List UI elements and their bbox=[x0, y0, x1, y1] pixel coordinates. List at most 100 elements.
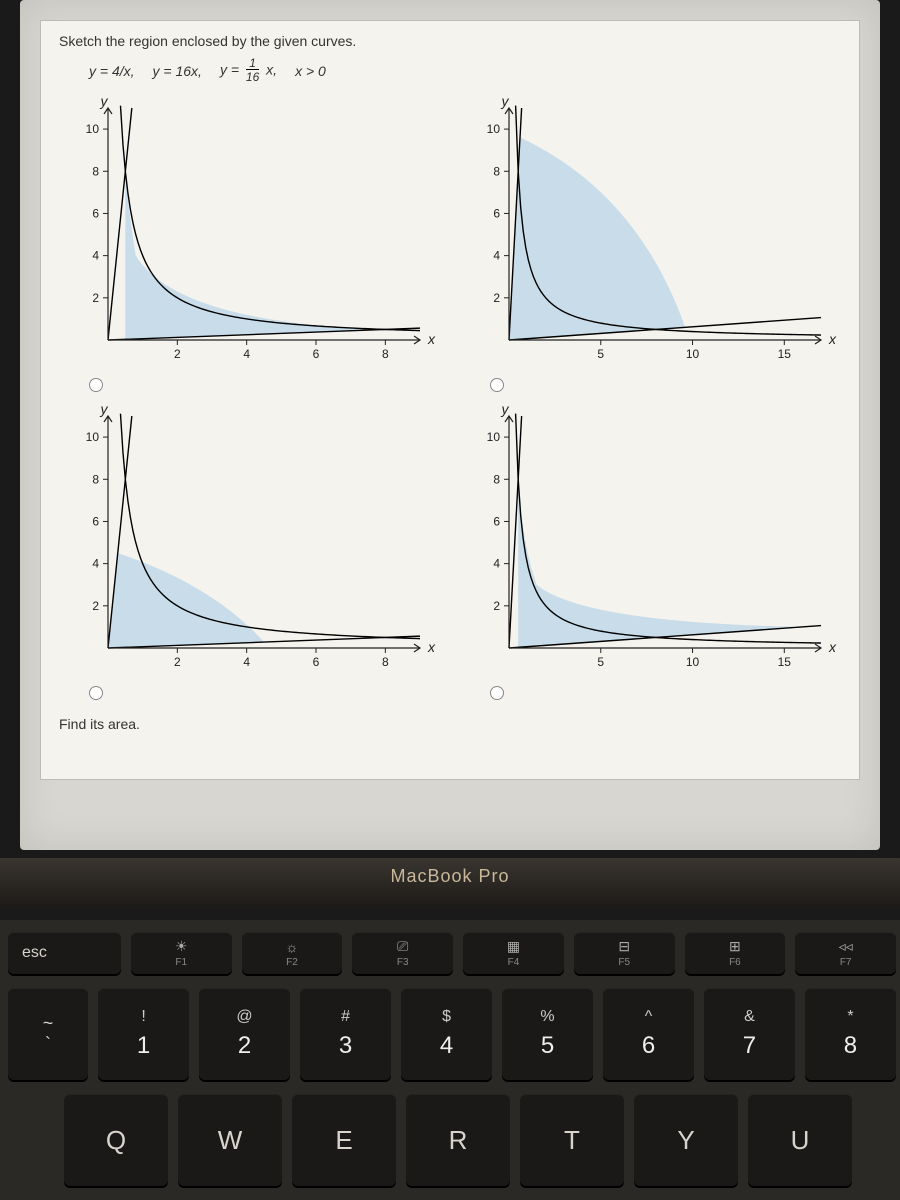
svg-text:x: x bbox=[828, 331, 837, 347]
svg-text:y: y bbox=[500, 94, 509, 109]
chart-option-B[interactable]: 5 10 15 2 4 6 8 10 x y bbox=[460, 94, 841, 392]
problem-prompt: Sketch the region enclosed by the given … bbox=[59, 33, 841, 49]
svg-text:4: 4 bbox=[92, 557, 99, 571]
svg-text:8: 8 bbox=[493, 473, 500, 487]
svg-text:x: x bbox=[427, 331, 436, 347]
eq-2: y = 16x, bbox=[153, 63, 202, 79]
svg-text:2: 2 bbox=[493, 291, 500, 305]
svg-text:4: 4 bbox=[243, 347, 250, 361]
eq-3: y = 1 16 x, bbox=[220, 57, 277, 84]
chart-option-C[interactable]: 2 4 6 8 2 4 6 8 10 x y bbox=[59, 402, 440, 700]
chart-A[interactable]: 2468246810xy bbox=[60, 94, 440, 374]
chart-B[interactable]: 5 10 15 2 4 6 8 10 x y bbox=[461, 94, 841, 374]
key-6[interactable]: ^6 bbox=[603, 988, 694, 1080]
key-8[interactable]: *8 bbox=[805, 988, 896, 1080]
equations: y = 4/x, y = 16x, y = 1 16 x, x > 0 bbox=[89, 57, 841, 84]
fkey-icon: ▦ bbox=[507, 938, 520, 955]
key-3[interactable]: #3 bbox=[300, 988, 391, 1080]
screen-content: Sketch the region enclosed by the given … bbox=[20, 0, 880, 850]
charts-grid: 2 4 6 8 2 4 6 8 10 x y 5 10 15 2 4 6 8 10 x y 2 4 6 8 2 4 6 8 10 x y 5 10… bbox=[59, 94, 841, 700]
svg-text:8: 8 bbox=[92, 473, 99, 487]
fkey-icon: ☼ bbox=[286, 939, 299, 955]
key-f5[interactable]: ⊟F5 bbox=[574, 932, 675, 974]
chart-C[interactable]: 2 4 6 8 2 4 6 8 10 x y bbox=[60, 402, 440, 682]
eq-1: y = 4/x, bbox=[89, 63, 135, 79]
svg-text:y: y bbox=[99, 402, 108, 417]
radio-B[interactable] bbox=[490, 378, 504, 392]
fkey-icon: ☀ bbox=[175, 938, 188, 955]
svg-text:y: y bbox=[500, 402, 509, 417]
svg-text:2: 2 bbox=[173, 347, 180, 361]
svg-text:4: 4 bbox=[493, 249, 500, 263]
svg-text:6: 6 bbox=[92, 515, 99, 529]
svg-text:10: 10 bbox=[486, 122, 500, 136]
key-y[interactable]: Y bbox=[634, 1094, 738, 1186]
fkey-icon: ⎚ bbox=[397, 938, 408, 955]
key-2[interactable]: @2 bbox=[199, 988, 290, 1080]
chart-option-A[interactable]: 2468246810xy bbox=[59, 94, 440, 392]
svg-text:4: 4 bbox=[92, 249, 99, 263]
key-f4[interactable]: ▦F4 bbox=[463, 932, 564, 974]
svg-text:2: 2 bbox=[92, 291, 99, 305]
key-5[interactable]: %5 bbox=[502, 988, 593, 1080]
radio-A[interactable] bbox=[89, 378, 103, 392]
svg-text:6: 6 bbox=[92, 207, 99, 221]
find-area-text: Find its area. bbox=[59, 716, 841, 732]
key-f7[interactable]: ◃◃F7 bbox=[795, 932, 896, 974]
svg-text:2: 2 bbox=[173, 655, 180, 669]
eq-4: x > 0 bbox=[295, 63, 326, 79]
fkey-icon: ⊞ bbox=[729, 938, 741, 955]
svg-text:x: x bbox=[828, 639, 837, 655]
svg-text:6: 6 bbox=[493, 207, 500, 221]
letter-key-row: QWERTYU bbox=[4, 1094, 896, 1186]
svg-text:y: y bbox=[99, 94, 108, 109]
radio-C[interactable] bbox=[89, 686, 103, 700]
svg-text:15: 15 bbox=[777, 347, 791, 361]
radio-D[interactable] bbox=[490, 686, 504, 700]
key-r[interactable]: R bbox=[406, 1094, 510, 1186]
svg-text:6: 6 bbox=[493, 515, 500, 529]
svg-text:10: 10 bbox=[486, 430, 500, 444]
function-key-row: esc ☀F1☼F2⎚F3▦F4⊟F5⊞F6◃◃F7 bbox=[4, 932, 896, 974]
svg-text:10: 10 bbox=[85, 122, 99, 136]
chart-D[interactable]: 5 10 15 2 4 6 8 10 x y bbox=[461, 402, 841, 682]
svg-text:4: 4 bbox=[243, 655, 250, 669]
laptop-brand: MacBook Pro bbox=[0, 858, 900, 909]
fraction: 1 16 bbox=[243, 57, 262, 84]
svg-text:8: 8 bbox=[493, 165, 500, 179]
key-f6[interactable]: ⊞F6 bbox=[685, 932, 786, 974]
svg-text:15: 15 bbox=[777, 655, 791, 669]
problem-box: Sketch the region enclosed by the given … bbox=[40, 20, 860, 780]
key-4[interactable]: $4 bbox=[401, 988, 492, 1080]
svg-text:8: 8 bbox=[381, 655, 388, 669]
svg-text:6: 6 bbox=[312, 347, 319, 361]
key-f3[interactable]: ⎚F3 bbox=[352, 932, 453, 974]
svg-text:2: 2 bbox=[92, 599, 99, 613]
fkey-icon: ⊟ bbox=[618, 938, 630, 955]
key-f2[interactable]: ☼F2 bbox=[242, 932, 343, 974]
key-u[interactable]: U bbox=[748, 1094, 852, 1186]
key-7[interactable]: &7 bbox=[704, 988, 795, 1080]
svg-text:10: 10 bbox=[85, 430, 99, 444]
keyboard: esc ☀F1☼F2⎚F3▦F4⊟F5⊞F6◃◃F7 ~`!1@2#3$4%5^… bbox=[0, 920, 900, 1200]
svg-text:6: 6 bbox=[312, 655, 319, 669]
svg-text:4: 4 bbox=[493, 557, 500, 571]
key-t[interactable]: T bbox=[520, 1094, 624, 1186]
svg-text:5: 5 bbox=[597, 347, 604, 361]
svg-text:8: 8 bbox=[381, 347, 388, 361]
esc-key[interactable]: esc bbox=[8, 932, 121, 974]
svg-text:x: x bbox=[427, 639, 436, 655]
key-f1[interactable]: ☀F1 bbox=[131, 932, 232, 974]
svg-text:10: 10 bbox=[685, 655, 699, 669]
chart-option-D[interactable]: 5 10 15 2 4 6 8 10 x y bbox=[460, 402, 841, 700]
fkey-icon: ◃◃ bbox=[839, 938, 853, 955]
key-w[interactable]: W bbox=[178, 1094, 282, 1186]
key-backtick[interactable]: ~` bbox=[8, 988, 88, 1080]
number-key-row: ~`!1@2#3$4%5^6&7*8 bbox=[4, 988, 896, 1080]
key-q[interactable]: Q bbox=[64, 1094, 168, 1186]
key-1[interactable]: !1 bbox=[98, 988, 189, 1080]
svg-text:10: 10 bbox=[685, 347, 699, 361]
svg-text:2: 2 bbox=[493, 599, 500, 613]
svg-text:5: 5 bbox=[597, 655, 604, 669]
key-e[interactable]: E bbox=[292, 1094, 396, 1186]
